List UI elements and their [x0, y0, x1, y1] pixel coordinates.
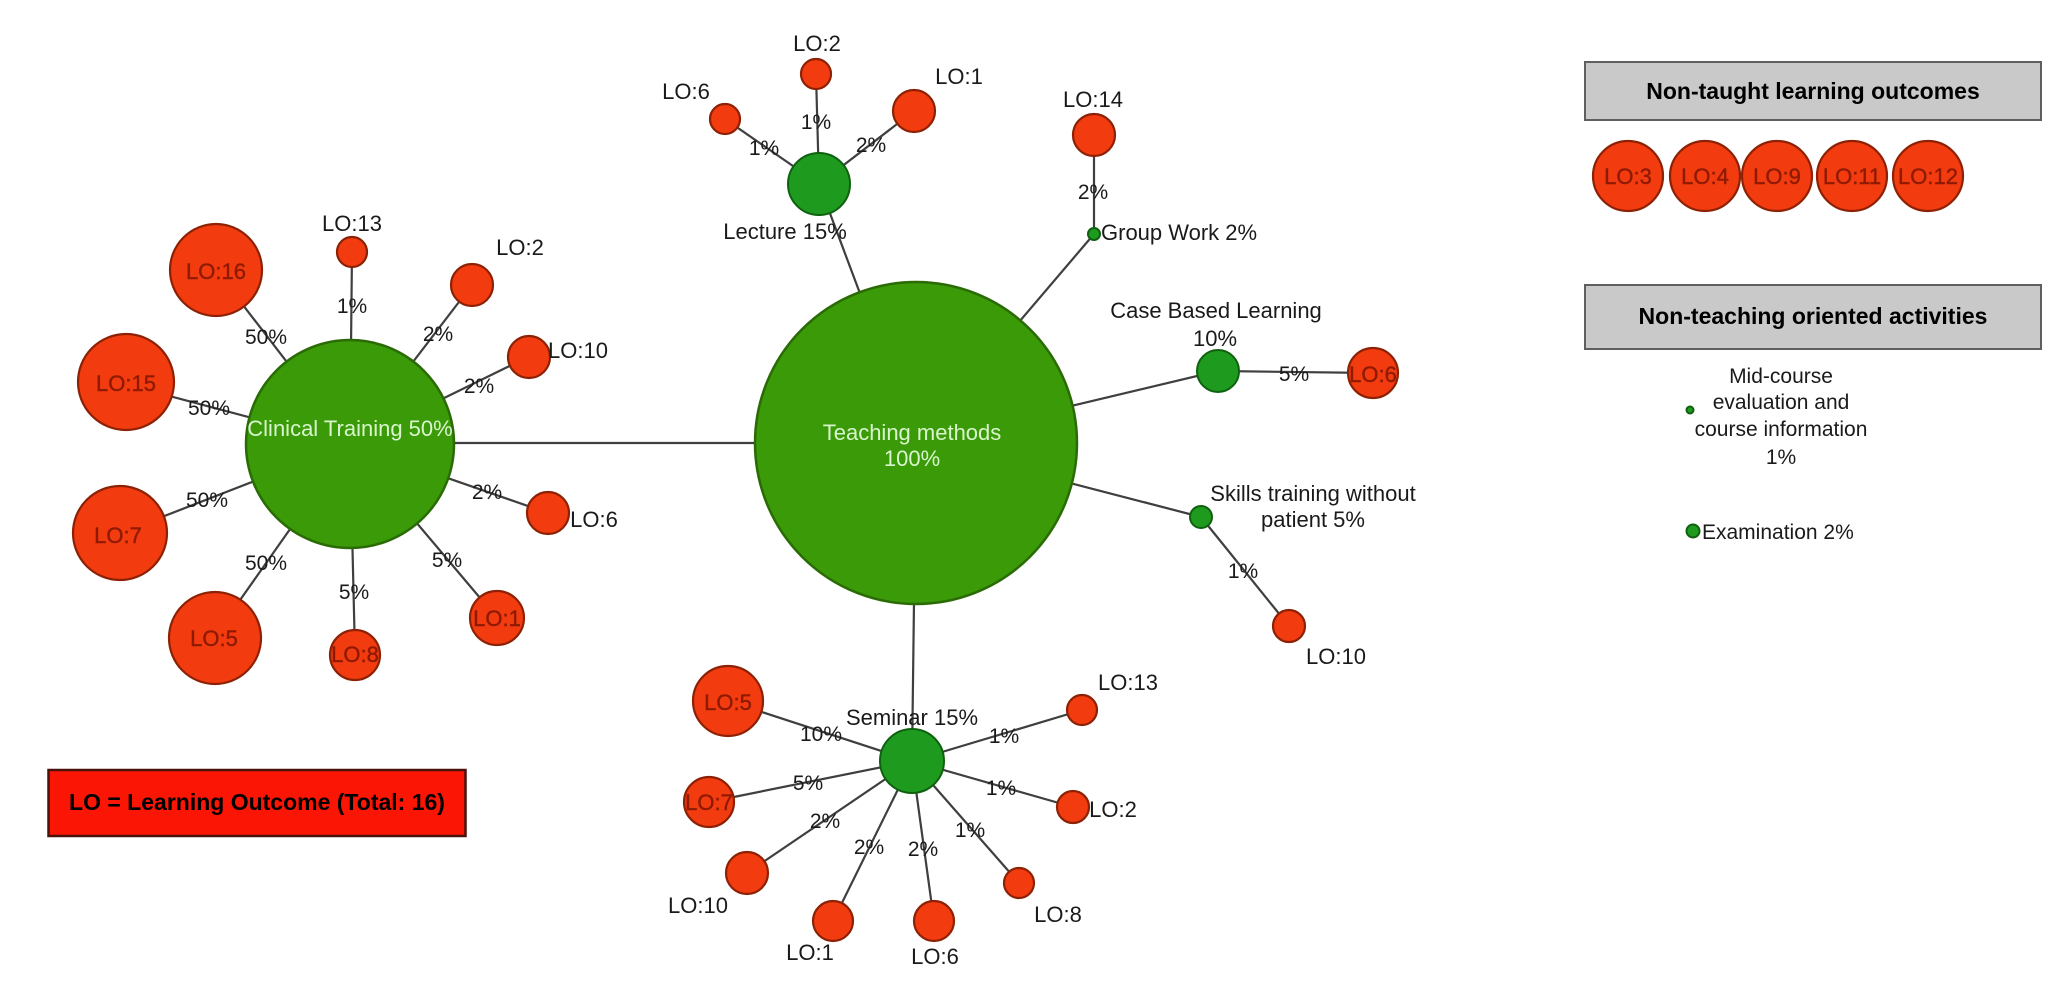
svg-text:LO:7: LO:7 — [685, 790, 733, 815]
svg-text:Non-taught learning outcomes: Non-taught learning outcomes — [1646, 78, 1980, 104]
svg-text:LO:14: LO:14 — [1063, 87, 1123, 112]
svg-text:course information: course information — [1695, 418, 1868, 441]
svg-text:LO:6: LO:6 — [1349, 362, 1397, 387]
svg-text:LO:4: LO:4 — [1681, 164, 1729, 189]
svg-text:LO:1: LO:1 — [935, 64, 983, 89]
svg-text:LO:13: LO:13 — [1098, 670, 1158, 695]
svg-text:1%: 1% — [1228, 560, 1258, 583]
svg-text:1%: 1% — [749, 137, 779, 160]
svg-text:50%: 50% — [245, 326, 287, 349]
svg-text:LO:6: LO:6 — [911, 944, 959, 969]
svg-text:LO:9: LO:9 — [1753, 164, 1801, 189]
svg-text:Teaching methods: Teaching methods — [823, 420, 1002, 445]
svg-text:LO:8: LO:8 — [331, 642, 379, 667]
svg-text:Seminar 15%: Seminar 15% — [846, 705, 978, 730]
svg-text:LO:13: LO:13 — [322, 211, 382, 236]
svg-text:2%: 2% — [856, 134, 886, 157]
svg-text:LO:10: LO:10 — [668, 893, 728, 918]
svg-text:2%: 2% — [464, 375, 494, 398]
svg-text:5%: 5% — [432, 549, 462, 572]
svg-text:LO:10: LO:10 — [548, 338, 608, 363]
svg-text:100%: 100% — [884, 446, 940, 471]
svg-text:LO:2: LO:2 — [496, 235, 544, 260]
svg-text:LO:6: LO:6 — [662, 79, 710, 104]
svg-text:LO:16: LO:16 — [186, 259, 246, 284]
svg-text:1%: 1% — [1766, 446, 1796, 469]
svg-text:10%: 10% — [1193, 326, 1237, 351]
svg-text:50%: 50% — [245, 552, 287, 575]
svg-text:LO:3: LO:3 — [1604, 164, 1652, 189]
svg-text:LO:5: LO:5 — [190, 626, 238, 651]
svg-text:50%: 50% — [186, 489, 228, 512]
svg-text:patient 5%: patient 5% — [1261, 507, 1365, 532]
svg-text:LO = Learning Outcome (Total:: LO = Learning Outcome (Total: 16) — [69, 789, 445, 815]
svg-text:LO:2: LO:2 — [793, 31, 841, 56]
svg-text:1%: 1% — [801, 111, 831, 134]
svg-text:LO:12: LO:12 — [1898, 164, 1958, 189]
svg-text:Mid-course: Mid-course — [1729, 365, 1833, 388]
svg-text:LO:8: LO:8 — [1034, 902, 1082, 927]
svg-text:2%: 2% — [423, 323, 453, 346]
svg-text:2%: 2% — [472, 481, 502, 504]
svg-text:LO:7: LO:7 — [94, 523, 142, 548]
svg-text:LO:5: LO:5 — [704, 690, 752, 715]
svg-text:Lecture 15%: Lecture 15% — [723, 219, 847, 244]
svg-text:5%: 5% — [1279, 363, 1309, 386]
svg-text:2%: 2% — [908, 838, 938, 861]
svg-text:10%: 10% — [800, 723, 842, 746]
svg-text:LO:11: LO:11 — [1823, 164, 1881, 189]
svg-text:LO:1: LO:1 — [786, 940, 834, 965]
svg-text:LO:2: LO:2 — [1089, 797, 1137, 822]
svg-text:Examination 2%: Examination 2% — [1702, 521, 1854, 544]
svg-text:2%: 2% — [854, 836, 884, 859]
svg-text:1%: 1% — [955, 819, 985, 842]
svg-text:1%: 1% — [986, 777, 1016, 800]
svg-text:Clinical Training 50%: Clinical Training 50% — [247, 416, 452, 441]
svg-text:Non-teaching oriented activiti: Non-teaching oriented activities — [1639, 303, 1988, 329]
svg-text:LO:10: LO:10 — [1306, 644, 1366, 669]
svg-text:Skills training without: Skills training without — [1210, 481, 1415, 506]
svg-text:5%: 5% — [793, 772, 823, 795]
svg-text:1%: 1% — [337, 295, 367, 318]
svg-text:1%: 1% — [989, 725, 1019, 748]
svg-text:50%: 50% — [188, 397, 230, 420]
svg-text:evaluation and: evaluation and — [1713, 391, 1850, 414]
svg-text:LO:6: LO:6 — [570, 507, 618, 532]
svg-text:5%: 5% — [339, 581, 369, 604]
svg-text:Group Work 2%: Group Work 2% — [1101, 220, 1257, 245]
svg-text:2%: 2% — [1078, 181, 1108, 204]
svg-text:LO:15: LO:15 — [96, 371, 156, 396]
svg-text:Case Based Learning: Case Based Learning — [1110, 298, 1322, 323]
svg-text:2%: 2% — [810, 810, 840, 833]
svg-text:LO:1: LO:1 — [473, 606, 521, 631]
